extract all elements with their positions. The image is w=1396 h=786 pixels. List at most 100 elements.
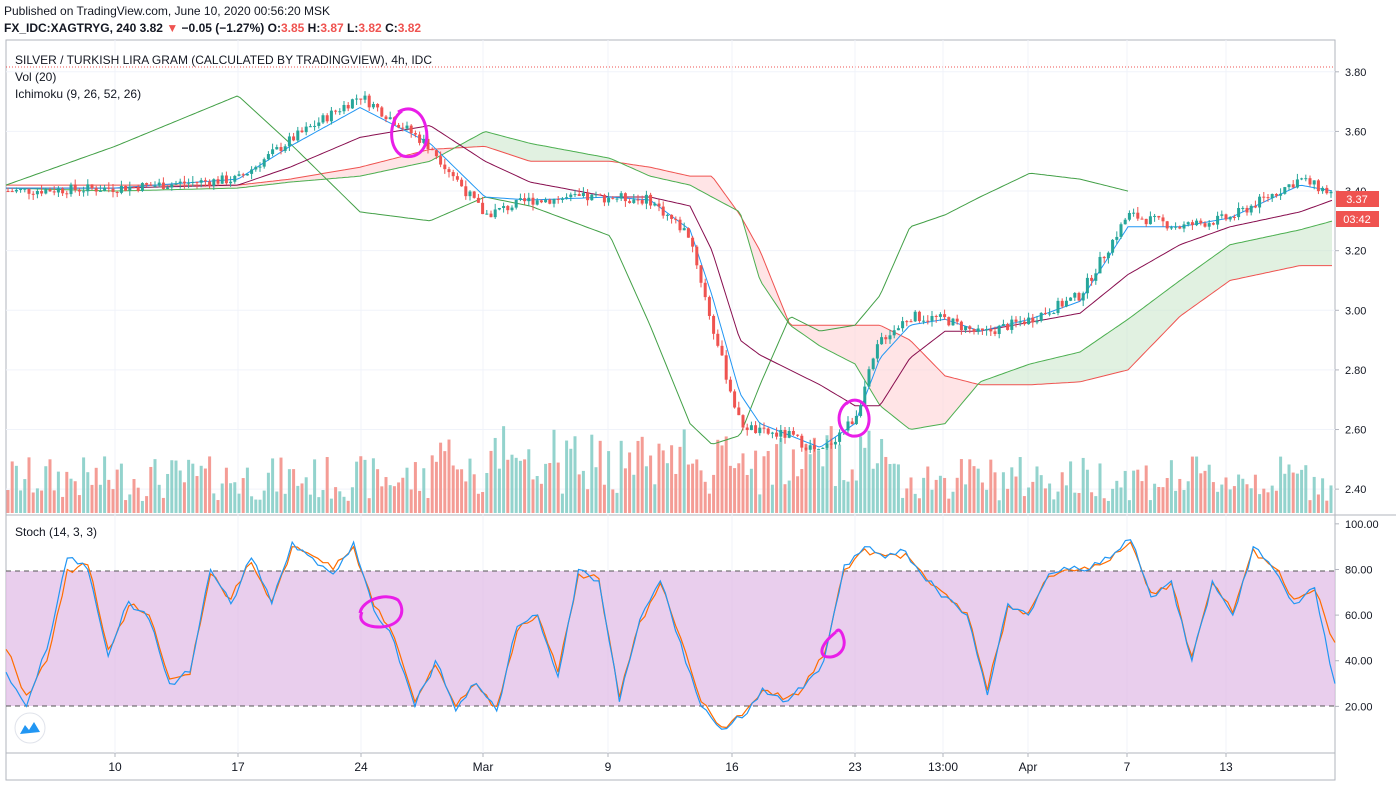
candle <box>724 355 728 380</box>
candle <box>325 115 329 122</box>
volume-bar <box>623 468 627 513</box>
candle <box>930 315 934 321</box>
volume-bar <box>1111 488 1115 513</box>
candle <box>61 188 65 194</box>
volume-bars <box>6 426 1333 513</box>
candle <box>182 181 186 184</box>
volume-bar <box>728 465 732 513</box>
cloud-segment <box>516 139 520 158</box>
stoch-axis[interactable]: 100.00 80.00 60.00 40.00 20.00 <box>1335 519 1379 714</box>
candle <box>1258 196 1262 208</box>
volume-bar <box>145 496 149 513</box>
cloud-segment <box>608 157 612 162</box>
volume-bar <box>842 480 846 513</box>
volume-bar <box>279 457 283 513</box>
cloud-segment <box>596 155 600 162</box>
candle <box>1216 215 1220 225</box>
cloud-segment <box>312 174 316 181</box>
volume-bar <box>241 478 245 513</box>
volume-bar <box>926 466 930 513</box>
volume-bar <box>964 484 968 513</box>
time-axis[interactable]: 10 17 24 Mar 9 16 23 13:00 Apr 7 13 <box>108 753 1233 774</box>
volume-bar <box>94 467 98 513</box>
cloud-segment <box>856 325 860 373</box>
volume-bar <box>502 426 506 513</box>
volume-bar <box>1144 465 1148 513</box>
candle <box>510 207 514 211</box>
candle <box>10 191 14 193</box>
volume-bar <box>791 449 795 513</box>
candle <box>224 175 228 184</box>
volume-bar <box>426 497 430 513</box>
candle <box>1224 214 1228 220</box>
tradingview-logo-icon[interactable] <box>14 712 46 744</box>
cloud-segment <box>804 325 808 338</box>
volume-bar <box>397 482 401 513</box>
cloud-segment <box>928 358 932 427</box>
volume-bar <box>1274 490 1278 513</box>
cloud-segment <box>1024 364 1028 385</box>
cloud-segment <box>1292 230 1296 268</box>
cloud-segment <box>948 376 952 420</box>
stoch-tick-label: 60.00 <box>1345 610 1373 622</box>
volume-bar <box>1085 469 1089 513</box>
volume-bar <box>1203 470 1207 513</box>
candle <box>1245 207 1249 213</box>
volume-bar <box>808 454 812 513</box>
volume-bar <box>527 449 531 513</box>
cloud-segment <box>1212 254 1216 294</box>
candle <box>544 199 548 203</box>
volume-bar <box>707 493 711 513</box>
candle <box>632 199 636 203</box>
volume-bar <box>1102 498 1106 513</box>
volume-bar <box>443 451 447 513</box>
candle <box>1312 180 1316 185</box>
candle <box>317 122 321 126</box>
volume-bar <box>1064 485 1068 513</box>
ichimoku-cloud <box>200 131 1332 430</box>
volume-bar <box>943 477 947 513</box>
cloud-segment <box>280 179 284 184</box>
volume-bar <box>191 463 195 513</box>
cloud-segment <box>1196 266 1200 305</box>
candle <box>1027 317 1031 325</box>
volume-bar <box>1211 482 1215 513</box>
candle <box>598 194 602 196</box>
volume-bar <box>334 487 338 513</box>
cloud-segment <box>504 136 508 154</box>
cloud-segment <box>1108 330 1112 375</box>
volume-bar <box>233 482 237 513</box>
candle <box>1022 321 1026 325</box>
cloud-segment <box>388 159 392 171</box>
volume-bar <box>430 455 434 513</box>
time-tick-label: 9 <box>605 760 612 774</box>
volume-bar <box>758 494 762 513</box>
candle <box>611 197 615 199</box>
cloud-segment <box>812 325 816 344</box>
cloud-segment <box>364 165 368 176</box>
price-axis[interactable]: 3.803.603.403.203.002.802.602.40 <box>1335 67 1366 496</box>
candle <box>1090 277 1094 281</box>
volume-bar <box>468 458 472 513</box>
volume-bar <box>1207 464 1211 513</box>
volume-bar <box>166 473 170 513</box>
candle <box>1165 221 1169 229</box>
cloud-segment <box>332 171 336 179</box>
candle <box>1140 218 1144 220</box>
candle <box>1199 220 1203 224</box>
volume-bar <box>523 459 527 513</box>
volume-bar <box>1157 487 1161 513</box>
cloud-segment <box>588 154 592 162</box>
candle <box>1056 300 1060 314</box>
volume-bar <box>392 486 396 513</box>
candle <box>674 218 678 220</box>
cloud-segment <box>1184 274 1188 314</box>
candle <box>388 117 392 120</box>
candle <box>1069 297 1073 301</box>
candle <box>170 184 174 188</box>
volume-bar <box>947 498 951 513</box>
symbol-name[interactable]: FX_IDC:XAGTRYG, 240 <box>4 21 137 35</box>
volume-bar <box>1312 476 1316 513</box>
volume-bar <box>439 442 443 513</box>
